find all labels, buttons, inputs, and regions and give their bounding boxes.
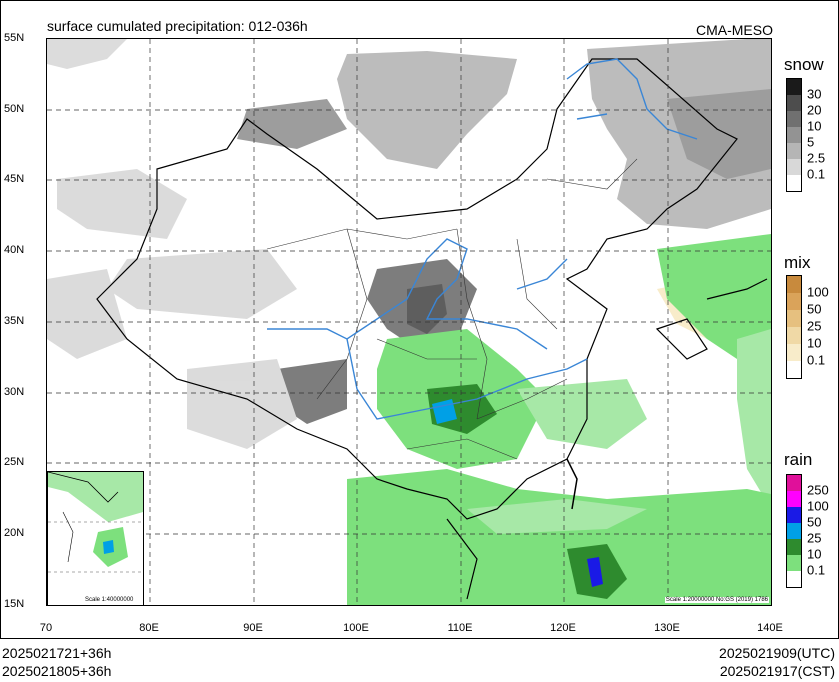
lat-label-20n: 20N	[4, 527, 25, 539]
plot-title: surface cumulated precipitation: 012-036…	[47, 18, 308, 34]
snow-legend-level: 2.5	[807, 150, 826, 166]
rain-color-swatch	[787, 507, 801, 523]
mix-legend-level: 50	[807, 301, 822, 317]
rain-legend-level: 0.1	[807, 562, 826, 578]
lon-label-70: 70	[39, 622, 53, 634]
snow-legend-level: 0.1	[807, 166, 826, 182]
mix-legend-level: 100	[807, 284, 829, 300]
snow-color-swatch	[787, 159, 801, 175]
snow-shading	[47, 39, 771, 449]
model-name: CMA-MESO	[696, 22, 773, 38]
lat-label-30n: 30N	[4, 386, 25, 398]
rain-legend-level: 10	[807, 546, 822, 562]
mix-color-swatch	[787, 361, 801, 378]
lat-label-55n: 55N	[4, 32, 25, 44]
rain-color-swatch	[787, 475, 801, 491]
rain-legend-level: 250	[807, 482, 829, 498]
lat-label-40n: 40N	[4, 244, 25, 256]
valid-time-utc: 2025021909(UTC)	[719, 645, 835, 661]
lon-label-80e: 80E	[139, 622, 159, 634]
rain-color-swatch	[787, 491, 801, 507]
lon-label-100e: 100E	[343, 622, 369, 634]
init-time-utc: 2025021721+36h	[2, 645, 112, 661]
mix-legend-title: mix	[784, 253, 811, 272]
lat-label-35n: 35N	[4, 315, 25, 327]
mix-color-swatch	[787, 310, 801, 327]
lon-label-120e: 120E	[550, 622, 576, 634]
snow-legend-level: 5	[807, 134, 815, 150]
init-time-cst: 2025021805+36h	[2, 663, 112, 679]
lon-label-110e: 110E	[447, 622, 473, 634]
rain-color-swatch	[787, 571, 801, 587]
lon-label-140e: 140E	[757, 622, 783, 634]
lat-label-25n: 25N	[4, 456, 25, 468]
snow-legend-title: snow	[784, 55, 824, 74]
rain-legend-level: 100	[807, 498, 829, 514]
precipitation-map: Scale 1:20000000 No:GS (2019) 1786	[46, 38, 772, 606]
rain-legend-title: rain	[784, 450, 813, 469]
mix-color-swatch	[787, 327, 801, 344]
mix-legend-level: 25	[807, 318, 822, 334]
rain-color-swatch	[787, 523, 801, 539]
rain-color-swatch	[787, 539, 801, 555]
lat-label-50n: 50N	[4, 103, 25, 115]
graticule	[47, 39, 771, 605]
snow-legend-level: 20	[807, 102, 822, 118]
rain-legend-level: 50	[807, 514, 822, 530]
lat-label-45n: 45N	[4, 173, 25, 185]
snow-color-swatch	[787, 175, 801, 191]
rain-legend-level: 25	[807, 530, 822, 546]
rain-color-swatch	[787, 555, 801, 571]
snow-color-swatch	[787, 111, 801, 127]
lat-label-15n: 15N	[4, 598, 25, 610]
south-china-sea-inset: Scale 1:40000000	[47, 471, 144, 606]
mix-colorbar	[786, 275, 802, 379]
lon-label-90e: 90E	[243, 622, 263, 634]
snow-color-swatch	[787, 127, 801, 143]
mix-color-swatch	[787, 344, 801, 361]
snow-colorbar	[786, 78, 802, 192]
rain-shading	[347, 234, 771, 605]
snow-color-swatch	[787, 143, 801, 159]
inset-scale-note: Scale 1:40000000	[84, 597, 135, 603]
rivers	[267, 58, 698, 420]
snow-color-swatch	[787, 79, 801, 95]
lon-label-130e: 130E	[654, 622, 680, 634]
snow-legend-level: 30	[807, 86, 822, 102]
mix-color-swatch	[787, 293, 801, 310]
mix-legend-level: 0.1	[807, 352, 826, 368]
snow-color-swatch	[787, 95, 801, 111]
mix-color-swatch	[787, 276, 801, 293]
snow-legend-level: 10	[807, 118, 822, 134]
valid-time-cst: 2025021917(CST)	[719, 663, 835, 679]
map-scale-note: Scale 1:20000000 No:GS (2019) 1786	[664, 597, 769, 603]
rain-colorbar	[786, 474, 802, 588]
mix-legend-level: 10	[807, 335, 822, 351]
